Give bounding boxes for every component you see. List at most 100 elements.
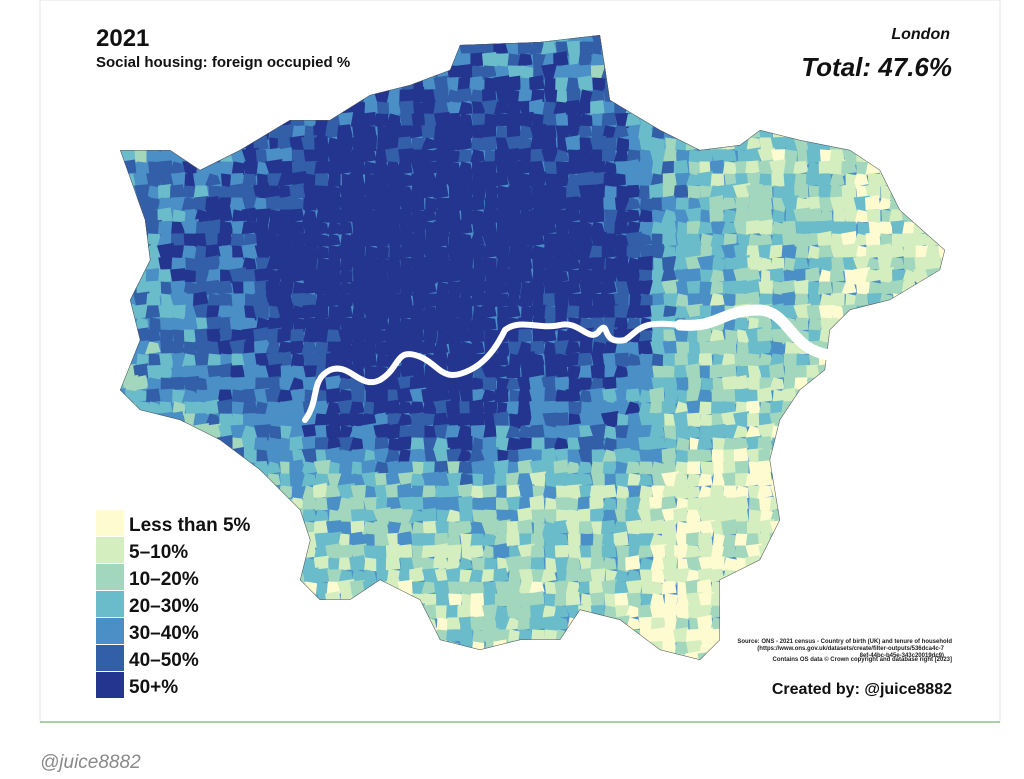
map-area: [471, 137, 485, 151]
map-area: [722, 161, 737, 175]
map-area: [699, 233, 714, 248]
map-area: [529, 495, 545, 511]
map-area: [433, 183, 449, 199]
map-area: [411, 197, 425, 211]
map-area: [686, 412, 701, 427]
map-area: [291, 485, 305, 499]
map-area: [757, 387, 773, 403]
map-area: [288, 365, 305, 379]
map-area: [242, 173, 257, 187]
legend-swatch: [96, 537, 124, 563]
map-area: [242, 401, 257, 415]
legend-label: 40–50%: [129, 650, 199, 671]
map-area: [327, 437, 341, 451]
map-area: [361, 509, 377, 523]
map-area: [373, 423, 390, 440]
map-area: [614, 221, 629, 235]
map-area: [637, 171, 653, 187]
map-area: [841, 159, 857, 175]
map-area: [697, 389, 713, 403]
map-area: [867, 209, 881, 223]
map-area: [530, 89, 545, 103]
map-area: [567, 365, 581, 379]
map-area: [398, 521, 413, 535]
map-area: [579, 41, 593, 55]
map-area: [660, 269, 677, 283]
map-area: [315, 581, 329, 595]
map-area: [496, 257, 510, 272]
map-area: [542, 125, 557, 139]
map-area: [481, 303, 497, 319]
map-area: [602, 449, 617, 463]
map-area: [555, 221, 570, 236]
map-area: [637, 255, 653, 271]
map-area: [553, 51, 569, 67]
map-area: [649, 425, 665, 439]
map-area: [733, 447, 749, 463]
map-area: [351, 305, 365, 319]
map-area: [497, 341, 511, 357]
map-area: [626, 149, 641, 163]
map-area: [195, 269, 209, 283]
map-area: [493, 543, 509, 559]
map-area: [625, 209, 641, 223]
map-area: [290, 401, 305, 415]
map-area: [397, 436, 413, 451]
map-area: [733, 495, 749, 511]
map-area: [614, 581, 629, 595]
map-area: [493, 472, 509, 487]
map-area: [673, 507, 689, 523]
map-area: [194, 352, 209, 367]
map-area: [484, 77, 498, 92]
map-area: [661, 399, 677, 415]
map-area: [542, 400, 557, 415]
map-area: [769, 341, 785, 355]
map-area: [255, 413, 269, 427]
map-area: [853, 173, 869, 187]
map-area: [624, 197, 641, 211]
map-area: [398, 544, 413, 559]
map-area: [409, 376, 425, 391]
map-area: [506, 484, 521, 499]
map-area: [589, 89, 605, 103]
map-area: [183, 233, 198, 248]
map-area: [458, 185, 473, 199]
map-area: [807, 281, 821, 295]
map-area: [398, 148, 414, 164]
map-area: [241, 207, 257, 223]
map-area: [409, 328, 425, 343]
map-area: [591, 449, 605, 463]
map-area: [408, 448, 425, 463]
map-area: [301, 509, 317, 523]
map-area: [470, 425, 485, 439]
map-area: [517, 257, 533, 271]
map-area: [433, 111, 450, 128]
map-area: [470, 149, 485, 163]
map-area: [602, 557, 617, 571]
map-area: [757, 243, 773, 259]
map-area: [348, 473, 365, 487]
map-area: [686, 220, 701, 235]
map-area: [289, 183, 305, 199]
map-area: [627, 413, 641, 427]
map-area: [206, 328, 221, 343]
map-area: [171, 257, 185, 271]
map-area: [662, 232, 677, 247]
map-area: [217, 206, 233, 223]
map-area: [483, 581, 497, 595]
map-area: [326, 581, 341, 595]
map-area: [168, 161, 185, 175]
map-area: [505, 147, 521, 163]
map-area: [675, 293, 689, 307]
map-area: [688, 377, 702, 392]
map-area: [614, 196, 630, 212]
map-area: [650, 329, 665, 343]
map-area: [807, 257, 821, 271]
map-area: [529, 279, 545, 295]
map-area: [638, 125, 653, 139]
map-area: [433, 341, 449, 355]
map-area: [265, 195, 281, 211]
map-area: [589, 437, 605, 451]
map-area: [530, 545, 545, 559]
map-area: [158, 183, 173, 199]
